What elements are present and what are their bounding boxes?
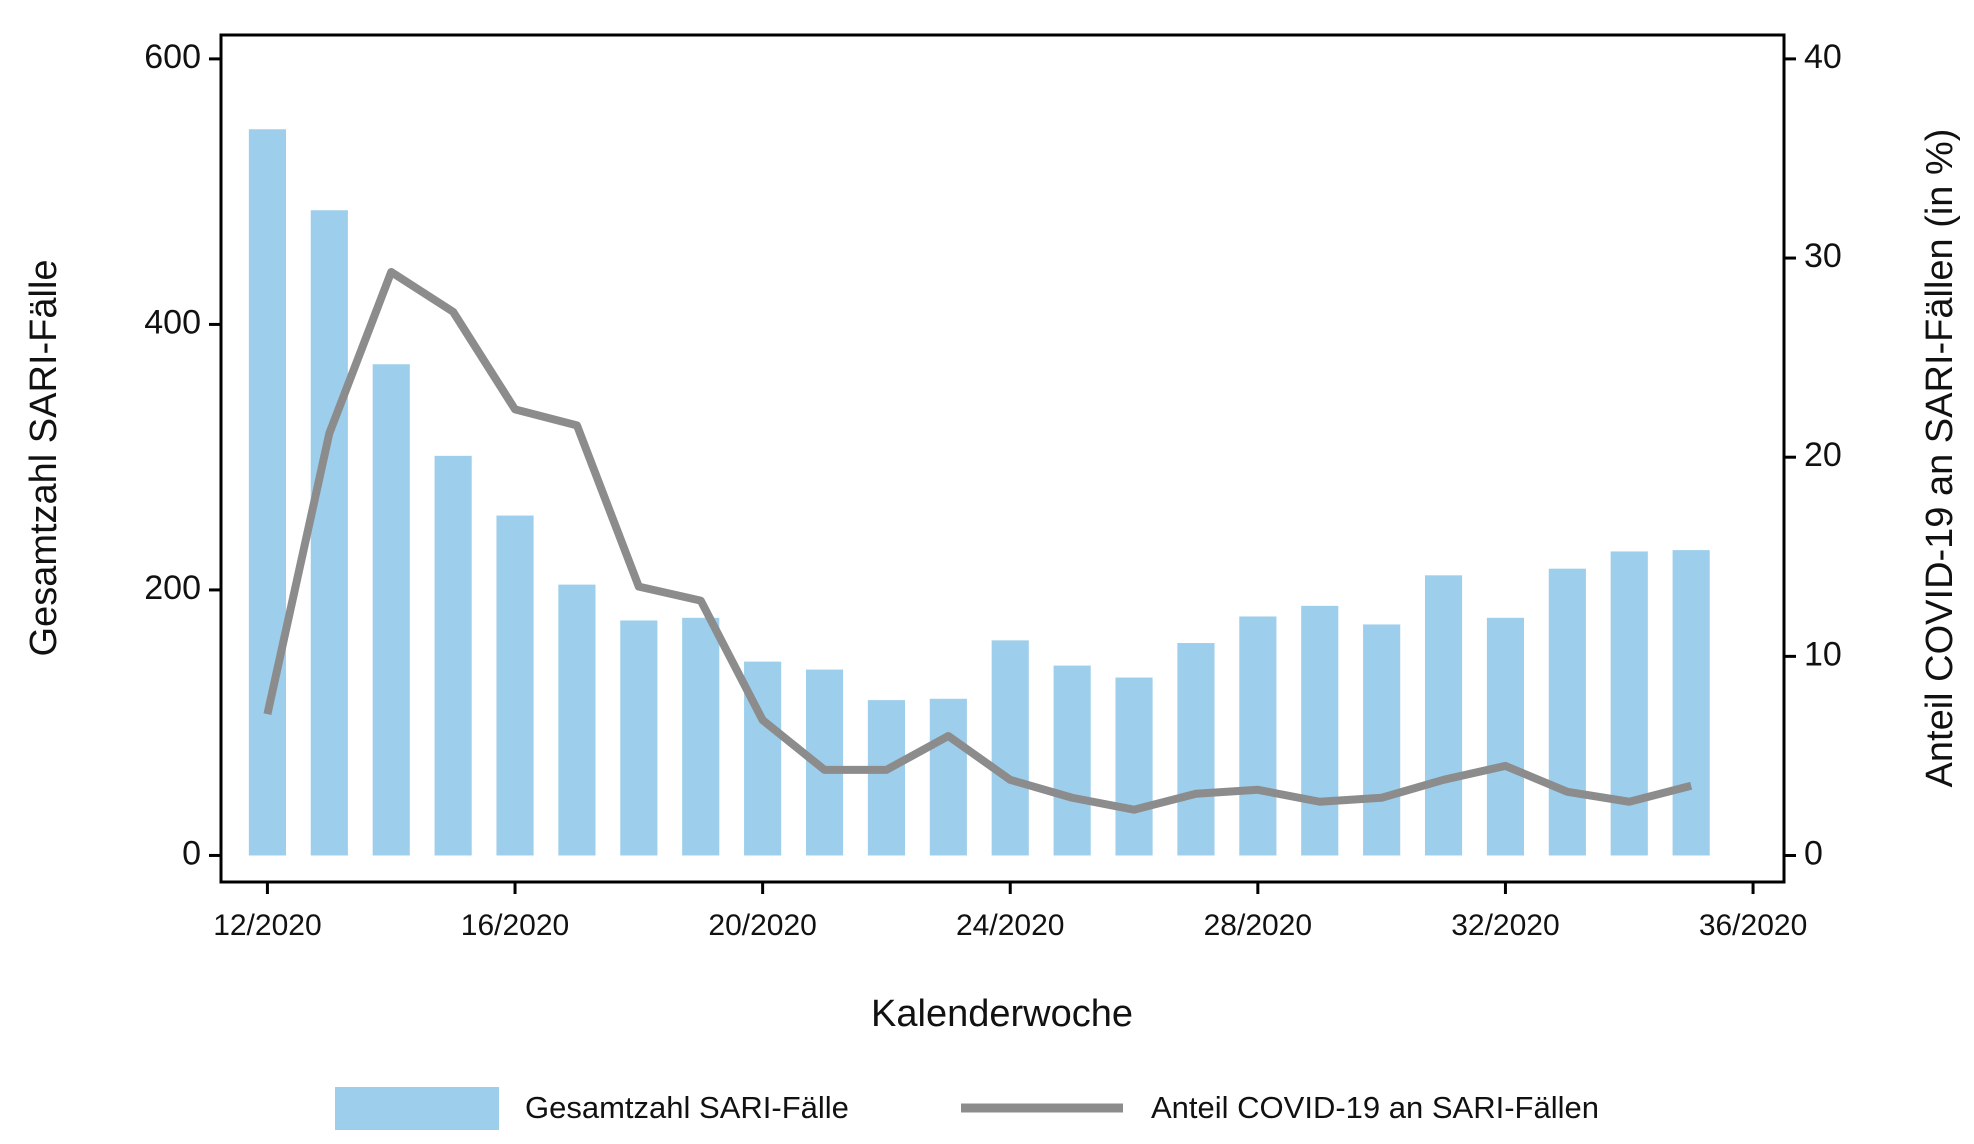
y-tick-label: 600: [144, 38, 201, 76]
bar: [929, 698, 967, 856]
bar: [1424, 575, 1463, 856]
bar: [558, 584, 596, 856]
y-tick-label: 200: [144, 569, 201, 607]
bar: [1115, 677, 1153, 856]
y2-tick-label: 20: [1804, 436, 1842, 474]
y-axis-title: Gesamtzahl SARI-Fälle: [23, 259, 65, 656]
y-tick-label: 0: [182, 834, 201, 872]
bar: [1486, 617, 1525, 856]
x-axis-title: Kalenderwoche: [871, 993, 1133, 1035]
y2-axis-title: Anteil COVID-19 an SARI-Fällen (in %): [1919, 129, 1961, 788]
line: [263, 267, 1693, 814]
bar: [248, 129, 286, 856]
y-tick-label: 400: [144, 303, 201, 341]
bar: [682, 617, 720, 856]
x-tick-label: 36/2020: [1699, 909, 1807, 942]
bar: [310, 210, 348, 856]
bar: [1610, 551, 1648, 856]
bar: [1239, 616, 1277, 856]
bar: [620, 620, 658, 856]
x-tick-label: 28/2020: [1204, 909, 1312, 942]
bar: [1177, 643, 1215, 856]
x-tick-label: 32/2020: [1451, 909, 1559, 942]
legend-swatch: [335, 1087, 499, 1130]
x-tick-label: 24/2020: [956, 909, 1064, 942]
legend-label: Gesamtzahl SARI-Fälle: [525, 1090, 849, 1125]
bar: [1548, 568, 1586, 856]
x-tick-label: 20/2020: [708, 909, 816, 942]
bar: [1672, 550, 1710, 856]
y2-tick-label: 30: [1804, 237, 1842, 275]
bar: [991, 640, 1029, 856]
legend-label: Anteil COVID-19 an SARI-Fällen: [1151, 1090, 1599, 1125]
bar: [1301, 605, 1339, 856]
y2-tick-label: 0: [1804, 834, 1823, 872]
bar: [372, 364, 410, 856]
y2-tick-label: 40: [1804, 38, 1842, 76]
y2-tick-label: 10: [1804, 635, 1842, 673]
bar: [434, 455, 472, 856]
bar: [867, 700, 906, 856]
x-tick-label: 12/2020: [213, 909, 321, 942]
bar: [496, 515, 534, 856]
bar: [1363, 624, 1401, 856]
x-tick-label: 16/2020: [461, 909, 569, 942]
bar: [1053, 665, 1091, 856]
